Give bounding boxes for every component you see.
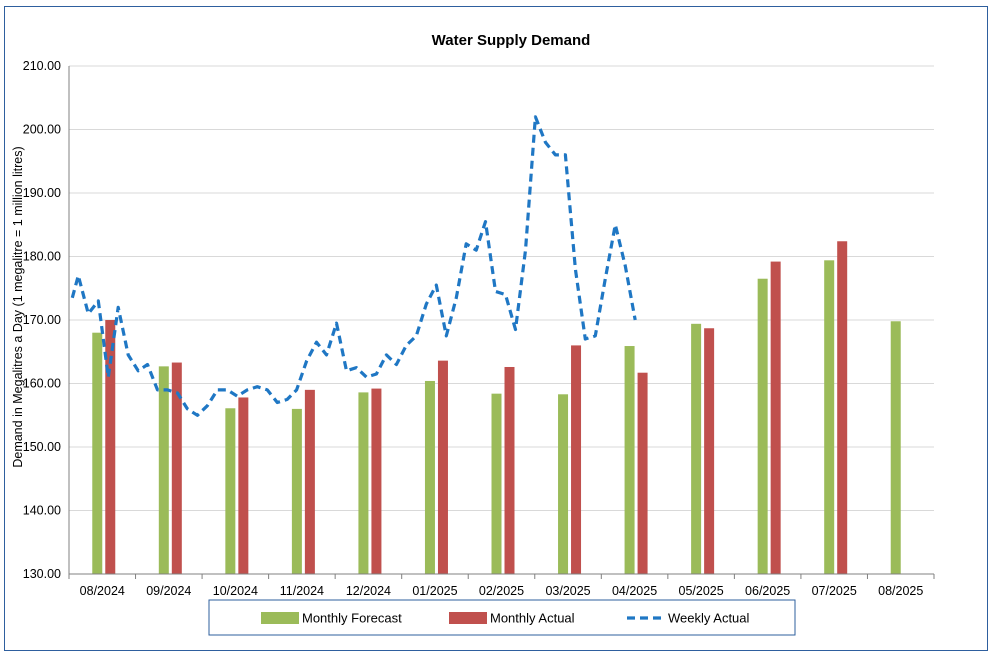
y-tick-label: 180.00 <box>23 250 61 264</box>
x-tick-label: 04/2025 <box>612 584 657 598</box>
forecast-bar <box>358 392 369 574</box>
actual-bar <box>171 362 182 574</box>
actual-bar <box>704 328 715 574</box>
actual-bar <box>238 397 249 574</box>
chart-frame: Water Supply Demand 130.00 140.00 150.00 16… <box>4 6 988 651</box>
x-tick-label: 07/2025 <box>812 584 857 598</box>
y-tick-label: 170.00 <box>23 313 61 327</box>
x-tick-label: 11/2024 <box>280 584 324 598</box>
actual-bar <box>571 345 582 574</box>
actual-bar <box>837 241 848 574</box>
x-tick-label: 10/2024 <box>213 584 258 598</box>
gridlines <box>69 65 934 511</box>
axes: 130.00 140.00 150.00 160.00 170.00 180.00 190.… <box>23 59 935 598</box>
legend-label: Monthly Forecast <box>302 611 402 626</box>
y-tick-label: 150.00 <box>23 440 61 454</box>
forecast-bar <box>92 332 103 574</box>
x-tick-label: 09/2024 <box>146 584 191 598</box>
x-tick-label: 02/2025 <box>479 584 524 598</box>
legend-label: Monthly Actual <box>490 611 575 626</box>
weekly-line <box>70 115 637 417</box>
water-demand-chart: Water Supply Demand 130.00 140.00 150.00 16… <box>11 32 935 636</box>
x-tick-label: 01/2025 <box>412 584 457 598</box>
weekly-actual-line <box>70 115 637 417</box>
y-tick-label: 190.00 <box>23 186 61 200</box>
y-tick-label: 210.00 <box>23 59 61 73</box>
legend-label: Weekly Actual <box>668 611 750 626</box>
forecast-bar <box>158 366 169 574</box>
x-tick-label: 06/2025 <box>745 584 790 598</box>
actual-bar <box>105 320 116 574</box>
forecast-bar <box>890 321 901 574</box>
forecast-bar <box>757 278 768 574</box>
legend-box <box>208 599 796 636</box>
x-tick-label: 12/2024 <box>346 584 391 598</box>
actual-bar <box>504 366 515 574</box>
y-axis-label: Demand in Megalitres a Day (1 megalitre … <box>11 146 25 467</box>
forecast-bar <box>624 346 635 574</box>
actual-bar <box>637 372 648 574</box>
legend-swatch <box>449 612 487 624</box>
forecast-bar <box>491 393 502 574</box>
forecast-bar <box>291 408 302 574</box>
actual-bar <box>770 261 781 574</box>
chart-title: Water Supply Demand <box>432 32 591 49</box>
forecast-bar <box>558 394 569 574</box>
legend-swatch <box>261 612 299 624</box>
x-tick-label: 08/2024 <box>80 584 125 598</box>
x-tick-label: 05/2025 <box>679 584 724 598</box>
y-tick-label: 130.00 <box>23 567 61 581</box>
bars <box>92 241 901 574</box>
actual-bar <box>371 388 382 574</box>
x-tick-label: 08/2025 <box>878 584 923 598</box>
actual-bar <box>437 360 448 574</box>
y-tick-label: 140.00 <box>23 504 61 518</box>
x-tick-label: 03/2025 <box>545 584 590 598</box>
forecast-bar <box>225 408 236 574</box>
y-tick-label: 160.00 <box>23 377 61 391</box>
legend: Monthly Forecast Monthly Actual Weekly Act… <box>208 599 796 636</box>
forecast-bar <box>824 260 835 574</box>
actual-bar <box>304 389 315 574</box>
forecast-bar <box>424 380 435 574</box>
forecast-bar <box>691 323 702 574</box>
y-tick-label: 200.00 <box>23 123 61 137</box>
